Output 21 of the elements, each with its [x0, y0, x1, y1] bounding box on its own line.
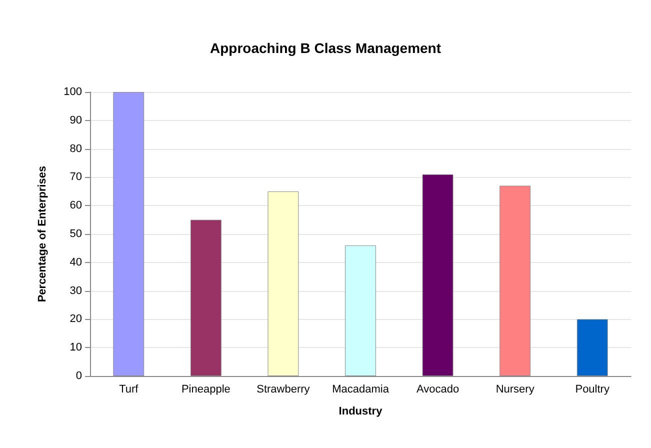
y-tick-label: 90 — [70, 114, 82, 126]
x-tick-label: Avocado — [416, 384, 460, 396]
y-tick-label: 30 — [70, 284, 82, 297]
x-tick-label: Macadamia — [332, 384, 390, 396]
x-tick-label: Poultry — [575, 384, 610, 396]
y-tick-label: 80 — [70, 142, 82, 155]
x-tick-label: Pineapple — [181, 384, 230, 396]
x-tick-label: Turf — [119, 384, 140, 396]
x-axis-title: Industry — [338, 406, 384, 418]
y-tick-label: 100 — [64, 86, 82, 98]
x-tick-label: Nursery — [496, 384, 535, 396]
y-tick-label: 50 — [70, 228, 82, 240]
y-tick-label: 10 — [70, 342, 82, 354]
chart-title: Approaching B Class Management — [210, 40, 442, 56]
x-tick-label: Strawberry — [256, 384, 310, 396]
y-axis-title: Percentage of Enterprises — [36, 166, 48, 302]
y-tick-label: 60 — [70, 200, 82, 212]
y-tick-label: 0 — [76, 370, 82, 382]
y-tick-label: 20 — [70, 313, 82, 326]
y-tick-label: 70 — [70, 171, 82, 184]
y-tick-label: 40 — [70, 256, 82, 268]
